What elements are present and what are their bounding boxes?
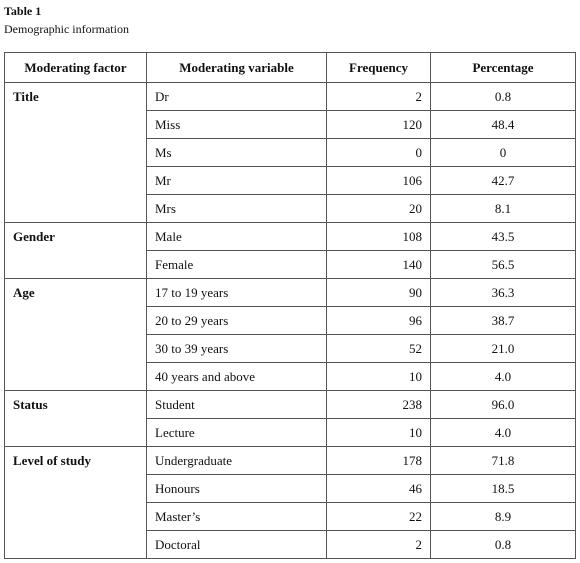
table-row: Mr 106 42.7 <box>5 166 576 195</box>
frequency-cell: 238 <box>326 390 431 419</box>
table-row: Title Dr 2 0.8 <box>4 82 576 223</box>
percentage-cell: 42.7 <box>430 166 576 195</box>
percentage-cell: 38.7 <box>430 306 576 335</box>
frequency-cell: 10 <box>326 362 431 391</box>
table-row: Gender Male 108 43.5 <box>4 222 576 279</box>
percentage-cell: 0.8 <box>430 82 576 111</box>
frequency-cell: 2 <box>326 530 431 559</box>
variable-cell: 40 years and above <box>146 362 327 391</box>
variable-cell: Undergraduate <box>146 446 327 475</box>
frequency-cell: 20 <box>326 194 431 223</box>
header-row: Moderating factor Moderating variable Freq… <box>4 52 576 83</box>
table-row: Master’s 22 8.9 <box>5 502 576 531</box>
table-row: Miss 120 48.4 <box>5 110 576 139</box>
frequency-cell: 10 <box>326 418 431 447</box>
factor-cell: Title <box>4 82 147 223</box>
frequency-cell: 52 <box>326 334 431 363</box>
variable-cell: Female <box>146 250 327 279</box>
header-cell: Moderating variable <box>146 52 327 83</box>
percentage-cell: 0.8 <box>430 530 576 559</box>
variable-cell: Miss <box>146 110 327 139</box>
frequency-cell: 120 <box>326 110 431 139</box>
table-title: Demographic information <box>4 22 129 36</box>
frequency-cell: 106 <box>326 166 431 195</box>
header-cell: Frequency <box>326 52 431 83</box>
table-row: 30 to 39 years 52 21.0 <box>5 334 576 363</box>
variable-cell: Mr <box>146 166 327 195</box>
table-row: Honours 46 18.5 <box>5 474 576 503</box>
header-cell: Moderating factor <box>4 52 147 83</box>
frequency-cell: 178 <box>326 446 431 475</box>
variable-cell: Honours <box>146 474 327 503</box>
factor-cell: Status <box>4 390 147 447</box>
header-cell: Percentage <box>430 52 576 83</box>
frequency-cell: 46 <box>326 474 431 503</box>
variable-cell: 17 to 19 years <box>146 278 327 307</box>
variable-cell: Student <box>146 390 327 419</box>
table-row: Ms 0 0 <box>5 138 576 167</box>
table: Moderating factor Moderating variable Freq… <box>4 52 576 559</box>
table-row: Mrs 20 8.1 <box>5 194 576 223</box>
variable-cell: Ms <box>146 138 327 167</box>
percentage-cell: 56.5 <box>430 250 576 279</box>
percentage-cell: 4.0 <box>430 418 576 447</box>
percentage-cell: 8.9 <box>430 502 576 531</box>
table-row: Status Student 238 96.0 <box>4 390 576 447</box>
table-row: 20 to 29 years 96 38.7 <box>5 306 576 335</box>
table-body: Title Dr 2 0.8 Miss 120 48.4 Ms 0 0 Mr 106 42.7 Mrs 20… <box>4 82 576 559</box>
variable-cell: Doctoral <box>146 530 327 559</box>
factor-cell: Level of study <box>4 446 147 559</box>
factor-cell: Gender <box>4 222 147 279</box>
frequency-cell: 2 <box>326 82 431 111</box>
percentage-cell: 71.8 <box>430 446 576 475</box>
factor-cell: Age <box>4 278 147 391</box>
variable-cell: Mrs <box>146 194 327 223</box>
variable-cell: Male <box>146 222 327 251</box>
percentage-cell: 21.0 <box>430 334 576 363</box>
frequency-cell: 108 <box>326 222 431 251</box>
percentage-cell: 4.0 <box>430 362 576 391</box>
table-row: Level of study Undergraduate 178 71.8 <box>4 446 576 559</box>
table-row: 40 years and above 10 4.0 <box>5 362 576 391</box>
variable-cell: Master’s <box>146 502 327 531</box>
frequency-cell: 0 <box>326 138 431 167</box>
table-row: Doctoral 2 0.8 <box>5 530 576 559</box>
table-row: Age 17 to 19 years 90 36.3 <box>4 278 576 391</box>
frequency-cell: 22 <box>326 502 431 531</box>
frequency-cell: 96 <box>326 306 431 335</box>
table-label: Table 1 <box>4 4 42 18</box>
percentage-cell: 18.5 <box>430 474 576 503</box>
frequency-cell: 140 <box>326 250 431 279</box>
percentage-cell: 36.3 <box>430 278 576 307</box>
variable-cell: 20 to 29 years <box>146 306 327 335</box>
percentage-cell: 8.1 <box>430 194 576 223</box>
frequency-cell: 90 <box>326 278 431 307</box>
percentage-cell: 0 <box>430 138 576 167</box>
variable-cell: Dr <box>146 82 327 111</box>
variable-cell: 30 to 39 years <box>146 334 327 363</box>
variable-cell: Lecture <box>146 418 327 447</box>
percentage-cell: 48.4 <box>430 110 576 139</box>
percentage-cell: 43.5 <box>430 222 576 251</box>
percentage-cell: 96.0 <box>430 390 576 419</box>
